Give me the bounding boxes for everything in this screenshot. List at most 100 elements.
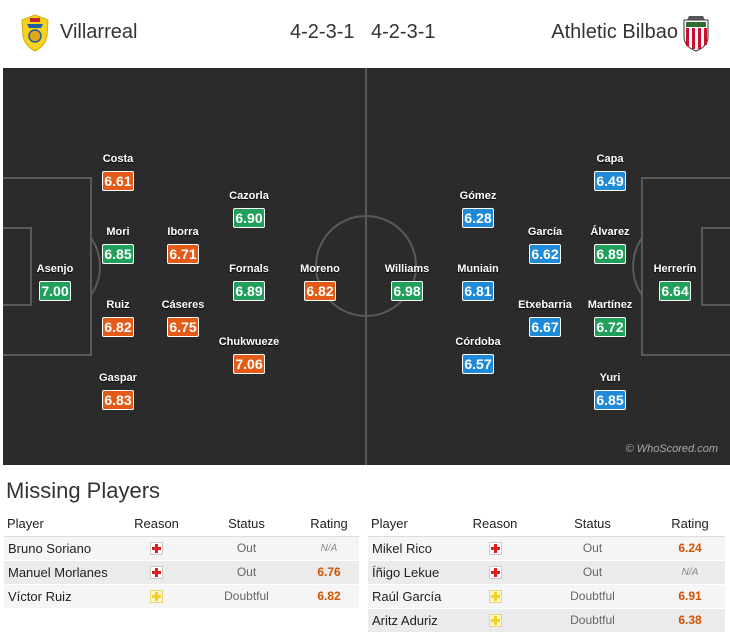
- player-rating: 6.61: [102, 171, 134, 191]
- col-reason: Reason: [460, 512, 530, 537]
- player-chukwueze[interactable]: Chukwueze 7.06: [209, 335, 289, 374]
- player-name: Gaspar: [99, 372, 137, 384]
- player-rating: 6.89: [594, 244, 626, 264]
- player-caseres[interactable]: Cáseres 6.75: [143, 298, 223, 337]
- missing-player-name[interactable]: Aritz Aduriz: [368, 608, 460, 633]
- player-asenjo[interactable]: Asenjo 7.00: [15, 262, 95, 301]
- player-gaspar[interactable]: Gaspar 6.83: [78, 371, 158, 410]
- injury-icon[interactable]: [488, 566, 502, 580]
- player-name: Etxebarria: [518, 299, 572, 311]
- player-herrerin[interactable]: Herrerín 6.64: [635, 262, 715, 301]
- table-row: Bruno Soriano Out N/A: [4, 536, 359, 561]
- table-row: Aritz Aduriz Doubtful 6.38: [368, 608, 725, 633]
- table-row: Manuel Morlanes Out 6.76: [4, 560, 359, 585]
- col-status: Status: [530, 512, 655, 537]
- player-muniain[interactable]: Muniain 6.81: [438, 262, 518, 301]
- player-rating: 6.49: [594, 171, 626, 191]
- player-name: García: [527, 226, 563, 238]
- missing-player-name[interactable]: Íñigo Lekue: [368, 560, 460, 585]
- player-name: Asenjo: [36, 263, 74, 275]
- table-row: Víctor Ruiz Doubtful 6.82: [4, 584, 359, 609]
- player-name: Herrerín: [653, 263, 697, 275]
- missing-player-name[interactable]: Víctor Ruiz: [4, 584, 119, 609]
- player-rating: 6.82: [304, 281, 336, 301]
- away-formation: 4-2-3-1: [371, 21, 436, 43]
- injury-icon[interactable]: [150, 566, 163, 580]
- pitch: Asenjo 7.00 Costa 6.61 Mori 6.85 Ruiz 6.…: [3, 68, 730, 465]
- reason-cell: [119, 536, 194, 561]
- player-gomez[interactable]: Gómez 6.28: [438, 189, 518, 228]
- player-name: Ruiz: [106, 299, 130, 311]
- player-rating: 6.62: [529, 244, 561, 264]
- player-rating: 6.81: [462, 281, 494, 301]
- col-player: Player: [368, 512, 460, 537]
- away-team-name[interactable]: Athletic Bilbao: [551, 21, 678, 43]
- home-team-name[interactable]: Villarreal: [60, 21, 138, 43]
- player-rating: 6.57: [462, 354, 494, 374]
- player-name: Cáseres: [161, 299, 205, 311]
- reason-cell: [460, 560, 530, 585]
- player-name: Muniain: [457, 263, 499, 275]
- col-rating: Rating: [655, 512, 725, 537]
- copyright-notice: © WhoScored.com: [625, 443, 718, 455]
- player-yuri[interactable]: Yuri 6.85: [570, 371, 650, 410]
- table-row: Mikel Rico Out 6.24: [368, 536, 725, 561]
- pitch-markings: [3, 68, 730, 465]
- injury-icon[interactable]: [488, 542, 502, 556]
- reason-cell: [460, 584, 530, 609]
- reason-cell: [119, 584, 194, 609]
- player-name: Cazorla: [229, 190, 269, 202]
- status-cell: Doubtful: [530, 584, 655, 609]
- doubtful-icon[interactable]: [488, 590, 502, 604]
- match-header: Villarreal 4-2-3-1 4-2-3-1 Athletic Bilb…: [0, 0, 730, 68]
- player-rating: 6.98: [391, 281, 423, 301]
- status-cell: Out: [194, 560, 299, 585]
- doubtful-icon[interactable]: [150, 590, 163, 604]
- player-rating: 6.83: [102, 390, 134, 410]
- player-cordoba[interactable]: Córdoba 6.57: [438, 335, 518, 374]
- missing-player-name[interactable]: Manuel Morlanes: [4, 560, 119, 585]
- player-garcia[interactable]: García 6.62: [505, 225, 585, 264]
- player-name: Gómez: [459, 190, 497, 202]
- player-name: Chukwueze: [218, 336, 280, 348]
- rating-cell: N/A: [655, 560, 725, 585]
- player-martinez[interactable]: Martínez 6.72: [570, 298, 650, 337]
- reason-cell: [460, 536, 530, 561]
- player-name: Martínez: [587, 299, 633, 311]
- player-costa[interactable]: Costa 6.61: [78, 152, 158, 191]
- player-rating: 6.85: [594, 390, 626, 410]
- player-rating: 6.85: [102, 244, 134, 264]
- player-williams[interactable]: Williams 6.98: [367, 262, 447, 301]
- player-name: Álvarez: [590, 226, 630, 238]
- reason-cell: [119, 560, 194, 585]
- status-cell: Out: [194, 536, 299, 561]
- player-cazorla[interactable]: Cazorla 6.90: [209, 189, 289, 228]
- player-iborra[interactable]: Iborra 6.71: [143, 225, 223, 264]
- player-rating: 6.64: [659, 281, 691, 301]
- athletic-bilbao-crest-icon[interactable]: [681, 14, 711, 52]
- player-etxebarria[interactable]: Etxebarria 6.67: [505, 298, 585, 337]
- doubtful-icon[interactable]: [488, 614, 502, 628]
- status-cell: Out: [530, 560, 655, 585]
- player-name: Córdoba: [455, 336, 501, 348]
- villarreal-crest-icon[interactable]: [20, 14, 50, 52]
- table-row: Raúl García Doubtful 6.91: [368, 584, 725, 609]
- player-mori[interactable]: Mori 6.85: [78, 225, 158, 264]
- player-alvarez[interactable]: Álvarez 6.89: [570, 225, 650, 264]
- player-ruiz[interactable]: Ruiz 6.82: [78, 298, 158, 337]
- player-fornals[interactable]: Fornals 6.89: [209, 262, 289, 301]
- player-rating: 6.90: [233, 208, 265, 228]
- missing-player-name[interactable]: Mikel Rico: [368, 536, 460, 561]
- player-rating: 7.06: [233, 354, 265, 374]
- player-rating: 6.72: [594, 317, 626, 337]
- missing-player-name[interactable]: Raúl García: [368, 584, 460, 609]
- player-rating: 6.82: [102, 317, 134, 337]
- away-missing-table: Player Reason Status Rating Mikel Rico O…: [368, 512, 725, 633]
- player-moreno[interactable]: Moreno 6.82: [280, 262, 360, 301]
- injury-icon[interactable]: [150, 542, 163, 556]
- status-cell: Out: [530, 536, 655, 561]
- player-capa[interactable]: Capa 6.49: [570, 152, 650, 191]
- player-name: Iborra: [167, 226, 199, 238]
- player-rating: 6.67: [529, 317, 561, 337]
- missing-player-name[interactable]: Bruno Soriano: [4, 536, 119, 561]
